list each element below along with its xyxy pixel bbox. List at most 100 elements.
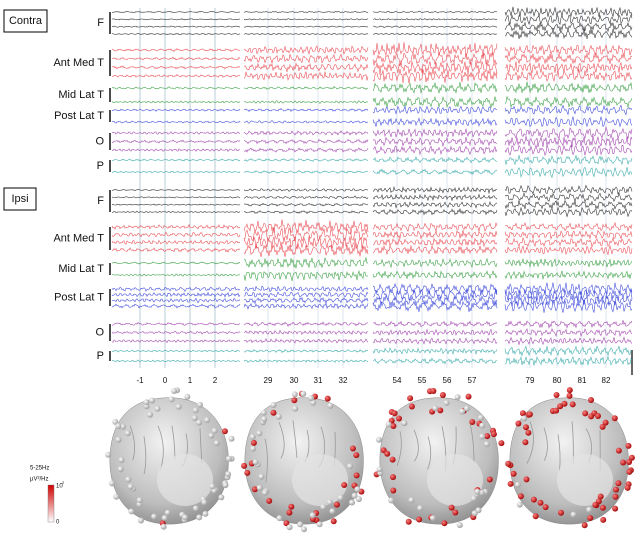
brain-cerebellum [292,454,348,506]
electrode [441,520,448,527]
electrode [202,510,209,517]
electrode [479,422,486,429]
electrode [626,459,633,465]
electrode [270,402,277,408]
channel-label: Post Lat T [54,291,104,303]
eeg-trace [111,349,241,353]
electrode [350,445,356,452]
time-tick-label: 80 [553,376,562,385]
electrode [161,515,168,521]
electrode [432,405,439,412]
electrode [465,393,472,400]
channel-label: O [95,135,104,147]
electrode [309,512,316,519]
electrode [474,488,481,495]
electrode [430,388,437,394]
electrode [175,403,182,410]
electrode [105,451,112,458]
electrode [405,518,412,525]
eeg-trace [111,223,241,230]
electrode [261,416,268,423]
colorbar-unit: µV²/Hz [30,477,48,483]
eeg-trace [372,300,498,312]
electrode [354,486,361,493]
eeg-trace [243,242,369,258]
eeg-trace [372,328,498,336]
electrode [561,400,568,407]
eeg-trace [372,81,498,94]
eeg-trace [111,303,241,309]
electrode [292,405,299,412]
electrode [330,518,337,525]
electrode [595,413,601,419]
eeg-trace [372,245,498,255]
eeg-trace [243,130,369,136]
electrode [225,471,232,478]
eeg-trace [243,257,369,269]
electrode [288,503,295,510]
electrode [244,469,251,476]
electrode [376,466,383,473]
electrode [599,504,606,511]
time-tick-label: 30 [290,376,299,385]
electrode [355,496,362,503]
brain-sulcus [427,436,432,470]
eeg-trace [504,104,633,116]
electrode [454,394,461,401]
eeg-trace [111,120,241,124]
electrode [275,413,282,420]
electrode [241,462,248,469]
electrode [143,399,150,406]
eeg-trace [504,44,633,57]
electrode [197,401,203,408]
electrode [569,401,576,408]
eeg-trace [243,227,369,243]
electrode [477,414,484,421]
eeg-trace [243,157,369,162]
eeg-trace [243,71,369,81]
eeg-trace [504,345,633,357]
eeg-trace [504,199,633,210]
electrode [115,436,122,443]
eeg-trace [372,42,498,58]
electrode [112,418,119,425]
eeg-trace [111,231,241,238]
electrode [115,423,122,429]
eeg-trace [372,270,498,280]
electrode [437,407,444,414]
electrode [390,487,397,494]
electrode [417,505,424,512]
eeg-trace [504,116,633,128]
electrode [523,476,530,483]
eeg-trace [243,45,369,56]
channel-label: P [97,160,104,172]
electrode [479,433,486,440]
eeg-trace [111,297,241,304]
eeg-trace [243,108,369,113]
eeg-trace [504,154,633,166]
eeg-trace [244,25,369,28]
channel-label: Ant Med T [53,57,104,69]
electrode [192,505,199,512]
electrode [542,504,549,511]
eeg-trace [243,210,369,215]
eeg-trace [504,184,633,195]
electrode [566,392,573,399]
eeg-trace [372,155,498,164]
electrode [514,481,521,488]
electrode [120,423,126,430]
electrode [600,516,607,523]
brain-sulcus [143,436,147,475]
eeg-trace [243,62,369,73]
electrode [300,390,307,397]
eeg-trace [372,288,498,302]
electrode [201,499,208,506]
electrode [582,410,589,417]
electrode [526,411,533,418]
electrode [184,393,191,400]
eeg-trace [111,330,241,335]
electrode [168,396,175,403]
electrode [291,391,298,398]
electrode [301,526,307,533]
